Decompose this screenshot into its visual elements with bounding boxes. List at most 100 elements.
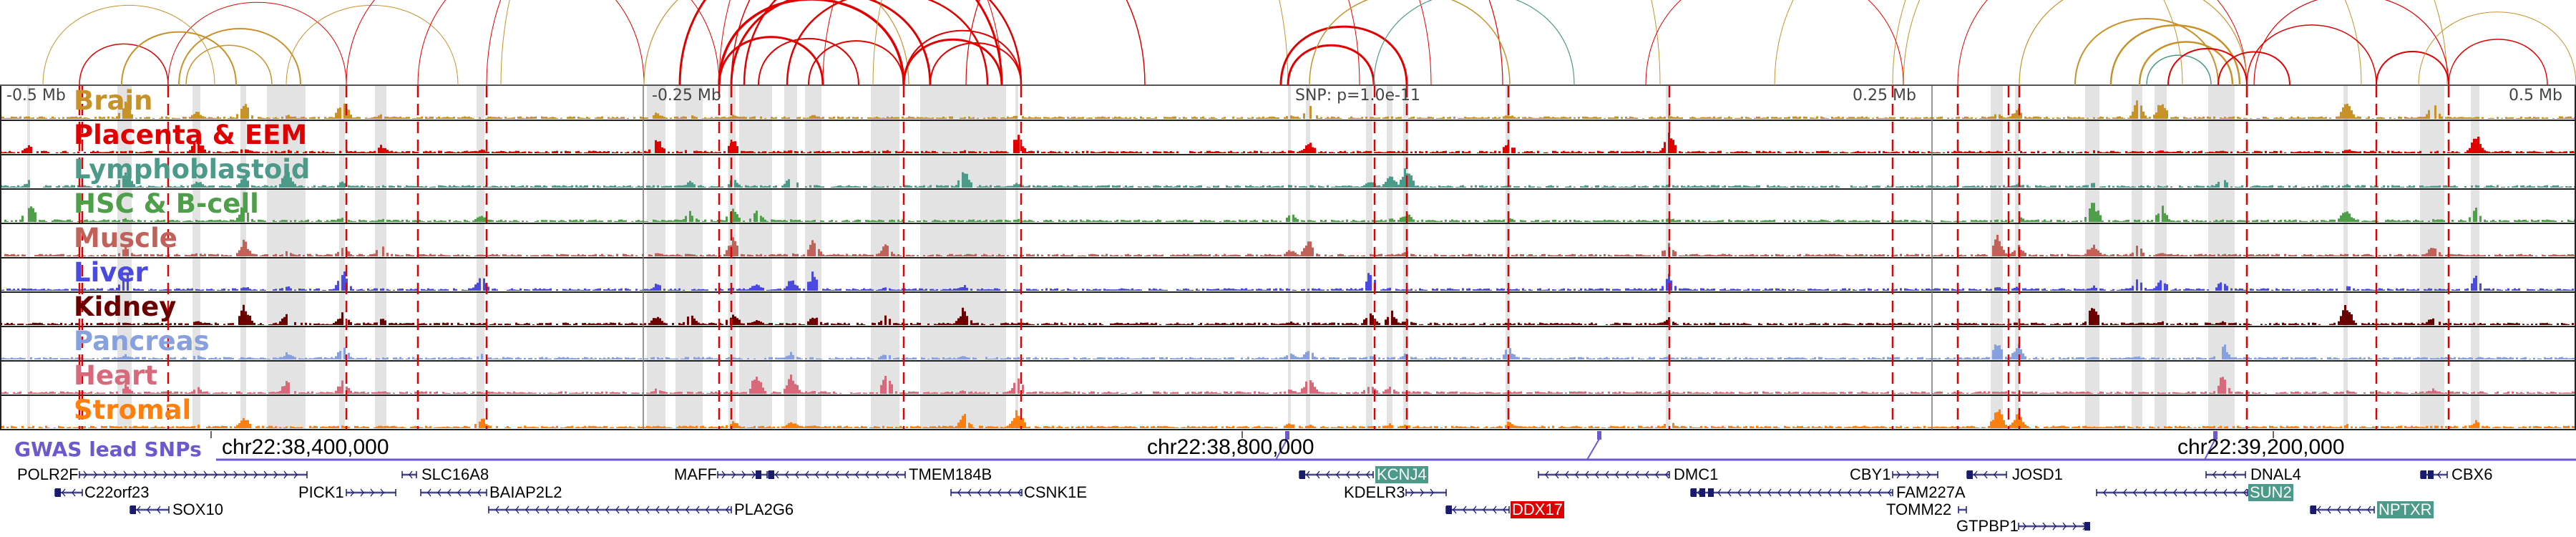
interaction-arc [718, 0, 905, 86]
chevron-left-icon [409, 470, 413, 479]
chevron-left-icon [1635, 470, 1639, 479]
gene-label-slc16a8: SLC16A8 [421, 465, 489, 483]
chevron-left-icon [726, 505, 730, 514]
exon-block [756, 470, 761, 479]
chevron-left-icon [1828, 488, 1832, 497]
signal-muscle [4, 234, 2576, 256]
chevron-right-icon [253, 470, 258, 479]
gene-label-sox10: SOX10 [172, 500, 223, 518]
chevron-right-icon [1926, 470, 1931, 479]
chevron-left-icon [1615, 470, 1619, 479]
chevron-left-icon [1717, 488, 1722, 497]
chevron-left-icon [2223, 470, 2227, 479]
coordinate-and-gwas [210, 431, 2576, 461]
gene-label-sun2: SUN2 [2248, 483, 2293, 501]
chevron-left-icon [2103, 488, 2107, 497]
interaction-arc [1279, 25, 1408, 86]
interaction-arc [121, 31, 237, 86]
chevron-right-icon [113, 470, 117, 479]
gene-label-ddx17: DDX17 [1511, 500, 1564, 518]
signal-liver [0, 271, 2574, 291]
chevron-left-icon [437, 488, 441, 497]
interaction-arc [2418, 11, 2576, 86]
chevron-left-icon [1483, 505, 1487, 514]
chevron-left-icon [635, 505, 640, 514]
gene-label-josd1: JOSD1 [2012, 465, 2063, 483]
signal-lymphoblastoid [0, 168, 2576, 188]
chevron-left-icon [2153, 488, 2157, 497]
gene-label-fam227a: FAM227A [1896, 483, 1966, 501]
gene-label-dnal4: DNAL4 [2250, 465, 2301, 483]
axis-label: -0.5 Mb [6, 87, 66, 105]
chevron-left-icon [795, 470, 799, 479]
track-label: Stromal [74, 395, 192, 425]
exon-block [1446, 505, 1452, 514]
interaction-arc [167, 1, 347, 86]
chevron-left-icon [1888, 488, 1892, 497]
chevron-left-icon [2223, 488, 2228, 497]
chevron-right-icon [741, 470, 746, 479]
gene-label-pick1: PICK1 [298, 483, 344, 501]
axis-label: 0.5 Mb [2509, 87, 2562, 105]
chevron-left-icon [545, 505, 550, 514]
chevron-left-icon [2243, 488, 2248, 497]
interaction-arc [2376, 51, 2449, 86]
gwas-label: GWAS lead SNPs [14, 437, 202, 461]
interaction-arc [743, 0, 1023, 86]
chevron-right-icon [2032, 522, 2036, 531]
chevron-left-icon [1757, 488, 1762, 497]
chevron-left-icon [1545, 470, 1549, 479]
signal-stromal [0, 409, 2576, 428]
track-label: HSC & B-cell [74, 188, 259, 219]
interaction-arc [417, 0, 720, 86]
interaction-arc [2019, 0, 2248, 86]
chevron-left-icon [2367, 505, 2371, 514]
gwas-snp-marker [2213, 431, 2218, 440]
chevron-left-icon [1665, 470, 1669, 479]
chevron-right-icon [293, 470, 298, 479]
chevron-left-icon [1868, 488, 1872, 497]
interaction-arc [1645, 0, 1904, 86]
exon-block [1299, 470, 1305, 479]
chevron-left-icon [2143, 488, 2147, 497]
interaction-arc [731, 0, 1146, 86]
chevron-left-icon [1565, 470, 1569, 479]
interaction-arc [286, 4, 459, 86]
chevron-left-icon [1878, 488, 1882, 497]
interaction-arc [79, 43, 169, 86]
track-label: Pancreas [74, 326, 210, 357]
track-label: Lymphoblastoid [74, 154, 311, 185]
interaction-arc [2146, 54, 2212, 86]
chevron-right-icon [1916, 470, 1921, 479]
chevron-right-icon [1430, 488, 1434, 497]
interaction-arc [178, 27, 301, 86]
interaction-arc [902, 38, 1003, 86]
chevron-left-icon [1767, 488, 1772, 497]
chevron-left-icon [2123, 488, 2127, 497]
interaction-arc [2218, 51, 2290, 86]
exon-block [769, 470, 774, 479]
snp-lines [78, 86, 2450, 430]
chevron-left-icon [62, 488, 66, 497]
chevron-left-icon [1727, 488, 1732, 497]
chevron-left-icon [1503, 505, 1507, 514]
chevron-right-icon [193, 470, 197, 479]
chevron-left-icon [535, 505, 540, 514]
chevron-left-icon [1848, 488, 1852, 497]
axis-label: -0.25 Mb [652, 87, 721, 105]
chevron-left-icon [1625, 470, 1629, 479]
interaction-arc [965, 0, 1503, 86]
chevron-left-icon [655, 505, 660, 514]
interaction-arc [1774, 0, 2183, 86]
interaction-arc [1309, 0, 1511, 86]
chevron-left-icon [595, 505, 600, 514]
chevron-left-icon [147, 505, 151, 514]
chevron-left-icon [575, 505, 580, 514]
chevron-left-icon [865, 470, 869, 479]
gene-label-csnk1e: CSNK1E [1024, 483, 1088, 501]
chevron-right-icon [133, 470, 137, 479]
gwas-connector [1275, 438, 1288, 460]
chevron-right-icon [721, 470, 726, 479]
chevron-left-icon [2113, 488, 2117, 497]
chevron-left-icon [2173, 488, 2177, 497]
